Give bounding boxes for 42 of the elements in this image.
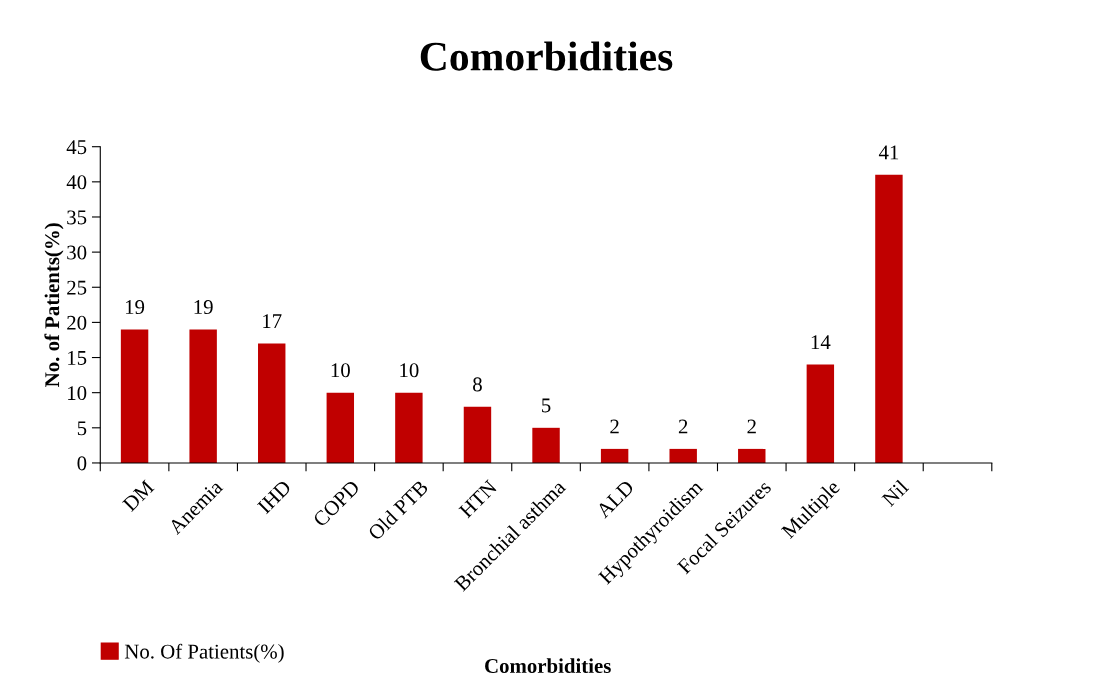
data-label: 19 [125, 300, 145, 315]
bar [600, 448, 629, 463]
data-label: 2 [678, 419, 688, 434]
y-axis-title: No. of Patients(%) [44, 223, 64, 387]
bar [875, 174, 903, 463]
y-tick-label: 20 [67, 315, 87, 330]
bar [326, 392, 355, 463]
bar [258, 343, 286, 463]
y-tick-label: 0 [77, 456, 87, 471]
data-label: 14 [811, 335, 831, 350]
y-tick-label: 35 [67, 210, 87, 225]
data-label: 8 [473, 377, 482, 392]
bar [669, 448, 697, 463]
x-tick-label: IHD [256, 479, 292, 515]
y-tick-label: 45 [66, 140, 87, 155]
bar [189, 329, 217, 463]
data-label: 41 [878, 145, 899, 160]
data-label: 10 [331, 363, 350, 378]
y-tick-label: 40 [66, 175, 87, 190]
data-label: 2 [747, 419, 756, 434]
legend-label: No. Of Patients(%) [124, 643, 284, 663]
x-tick-label: Old PTB [366, 479, 429, 541]
bar [120, 329, 149, 463]
x-tick-label: Nil [880, 478, 910, 508]
x-axis-title: Comorbidities [485, 658, 611, 673]
bar [463, 406, 492, 463]
data-label: 5 [542, 398, 551, 413]
x-tick-label: DM [122, 479, 155, 512]
data-label: 10 [400, 363, 419, 378]
data-label: 2 [610, 419, 619, 434]
y-tick-label: 25 [67, 280, 87, 295]
chart-title: Comorbidities [420, 41, 673, 71]
bar [806, 364, 835, 463]
data-label: 17 [263, 314, 282, 328]
y-tick-label: 10 [68, 386, 87, 401]
y-tick-label: 30 [67, 245, 87, 260]
y-tick-label: 5 [77, 421, 87, 436]
bar [738, 448, 766, 463]
bar [532, 427, 560, 463]
data-label: 19 [194, 300, 213, 315]
y-tick-label: 15 [68, 351, 87, 365]
bar [395, 392, 423, 463]
